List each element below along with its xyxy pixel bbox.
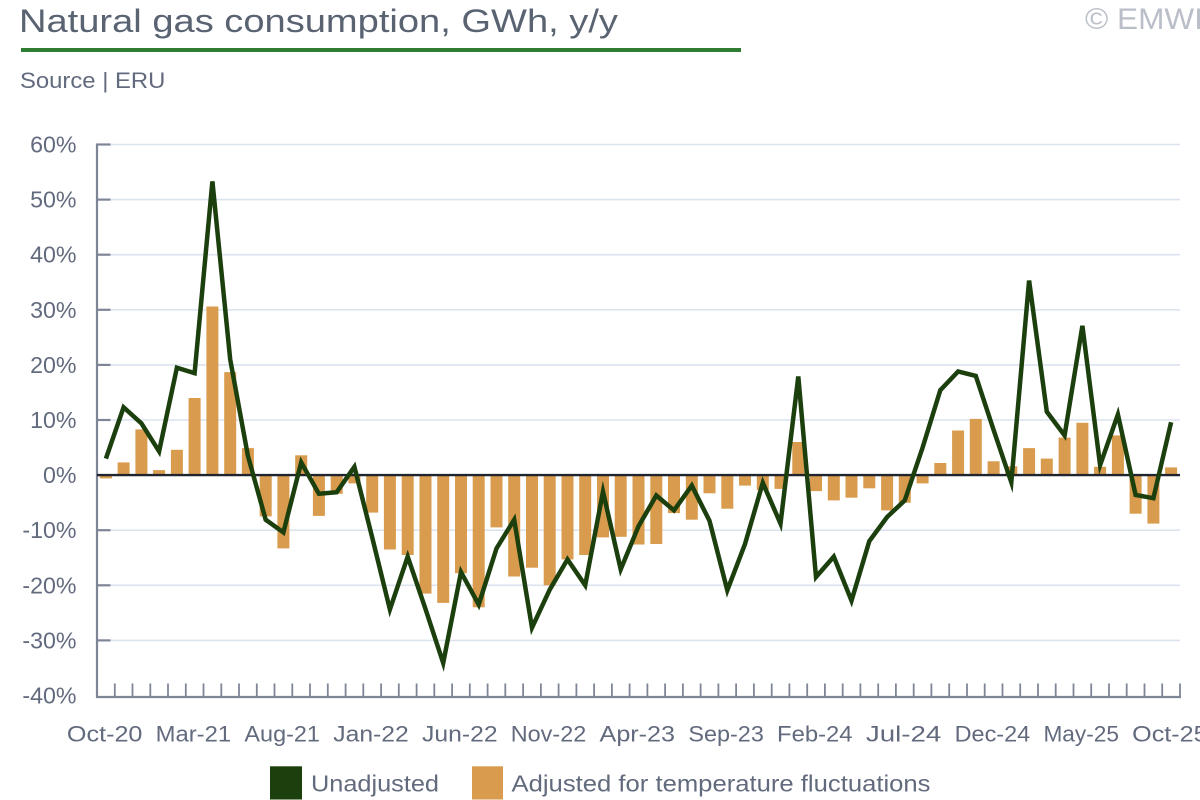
svg-text:-30%: -30%: [22, 627, 76, 653]
svg-text:20%: 20%: [30, 352, 76, 378]
svg-text:60%: 60%: [30, 132, 76, 158]
svg-text:Dec-24: Dec-24: [955, 721, 1031, 746]
svg-text:Oct-25: Oct-25: [1132, 721, 1200, 746]
svg-text:Feb-24: Feb-24: [777, 721, 853, 746]
svg-text:Oct-20: Oct-20: [67, 721, 143, 746]
svg-text:40%: 40%: [30, 242, 76, 268]
svg-text:50%: 50%: [30, 187, 76, 213]
svg-text:Jun-22: Jun-22: [422, 721, 498, 746]
svg-text:Sep-23: Sep-23: [688, 721, 764, 746]
svg-text:Jul-24: Jul-24: [866, 721, 942, 746]
svg-text:10%: 10%: [30, 407, 76, 433]
svg-text:-20%: -20%: [22, 572, 76, 598]
svg-text:Jan-22: Jan-22: [333, 721, 409, 746]
svg-text:30%: 30%: [30, 297, 76, 323]
svg-text:Nov-22: Nov-22: [511, 721, 587, 746]
svg-text:-10%: -10%: [22, 517, 76, 543]
svg-text:Adjusted for temperature fluct: Adjusted for temperature fluctuations: [512, 770, 931, 796]
svg-text:Aug-21: Aug-21: [244, 721, 320, 746]
svg-text:Mar-21: Mar-21: [156, 721, 232, 746]
svg-text:0%: 0%: [43, 462, 77, 488]
svg-text:-40%: -40%: [22, 683, 76, 709]
svg-text:Apr-23: Apr-23: [600, 721, 676, 746]
svg-text:Unadjusted: Unadjusted: [311, 770, 439, 796]
svg-text:May-25: May-25: [1043, 721, 1119, 746]
